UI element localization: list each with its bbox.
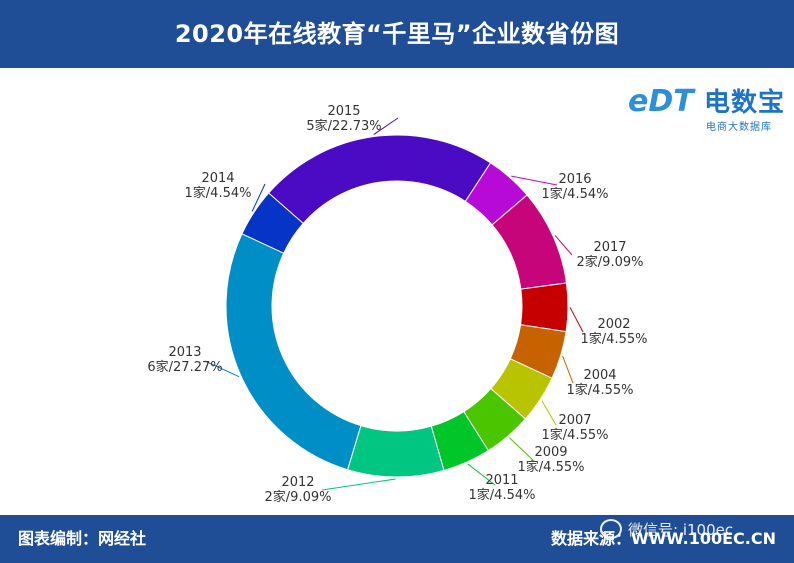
slice-value-label: 1家/4.55% <box>518 459 585 475</box>
slice-year-label: 2011 <box>485 473 518 488</box>
slice-year-label: 2015 <box>327 104 360 119</box>
logo-mark: eDT <box>628 84 694 119</box>
wechat-icon <box>600 518 622 539</box>
leader-line-2007 <box>541 400 557 426</box>
leader-line-2016 <box>511 175 558 186</box>
slice-2013 <box>225 233 362 471</box>
slice-2014 <box>241 192 304 254</box>
slice-value-label: 1家/4.54% <box>469 487 536 503</box>
edt-logo: eDT 电数宝 电商大数据库 <box>628 76 788 138</box>
slice-year-label: 2009 <box>534 445 567 460</box>
slice-value-label: 2家/9.09% <box>265 489 332 505</box>
slice-year-label: 2004 <box>583 368 616 383</box>
logo-main-text: 电数宝 <box>704 88 786 118</box>
leader-line-2017 <box>554 235 573 256</box>
slice-year-label: 2002 <box>597 317 630 332</box>
slice-year-label: 2013 <box>168 345 201 360</box>
slice-year-label: 2014 <box>201 171 234 186</box>
wechat-watermark: 微信号: i100ec <box>600 518 733 542</box>
leader-line-2002 <box>569 307 584 333</box>
chart-title: 2020年在线教育“千里马”企业数省份图 <box>174 20 620 48</box>
slice-year-label: 2016 <box>558 172 591 187</box>
slice-year-label: 2007 <box>558 413 591 428</box>
footer-bar: 图表编制：网经社 数据来源：WWW.100EC.CN <box>0 515 794 563</box>
leader-line-2015 <box>373 117 399 135</box>
leader-line-2004 <box>562 355 574 384</box>
leader-line-2012 <box>321 478 396 491</box>
slice-value-label: 6家/27.27% <box>147 359 222 375</box>
slice-year-label: 2017 <box>593 240 626 255</box>
leader-line-2009 <box>508 437 536 463</box>
leader-line-2013 <box>204 360 240 378</box>
logo-sub-text: 电商大数据库 <box>706 122 772 133</box>
leader-line-2014 <box>251 183 266 212</box>
footer-credit: 图表编制：网经社 <box>18 529 147 548</box>
slice-value-label: 5家/22.73% <box>306 118 381 134</box>
slice-2002 <box>520 282 569 333</box>
leader-line-2011 <box>467 463 496 486</box>
slice-value-label: 1家/4.55% <box>581 331 648 347</box>
slice-value-label: 1家/4.54% <box>185 185 252 201</box>
slice-value-label: 1家/4.55% <box>542 427 609 443</box>
slice-value-label: 2家/9.09% <box>577 254 644 270</box>
slice-value-label: 1家/4.54% <box>542 186 609 202</box>
watermark-text: 微信号: i100ec <box>628 521 734 539</box>
slice-2012 <box>346 425 445 478</box>
header-bar: 2020年在线教育“千里马”企业数省份图 <box>0 0 794 68</box>
slice-2015 <box>267 134 492 225</box>
slice-year-label: 2012 <box>281 475 314 490</box>
slice-value-label: 1家/4.55% <box>567 382 634 398</box>
